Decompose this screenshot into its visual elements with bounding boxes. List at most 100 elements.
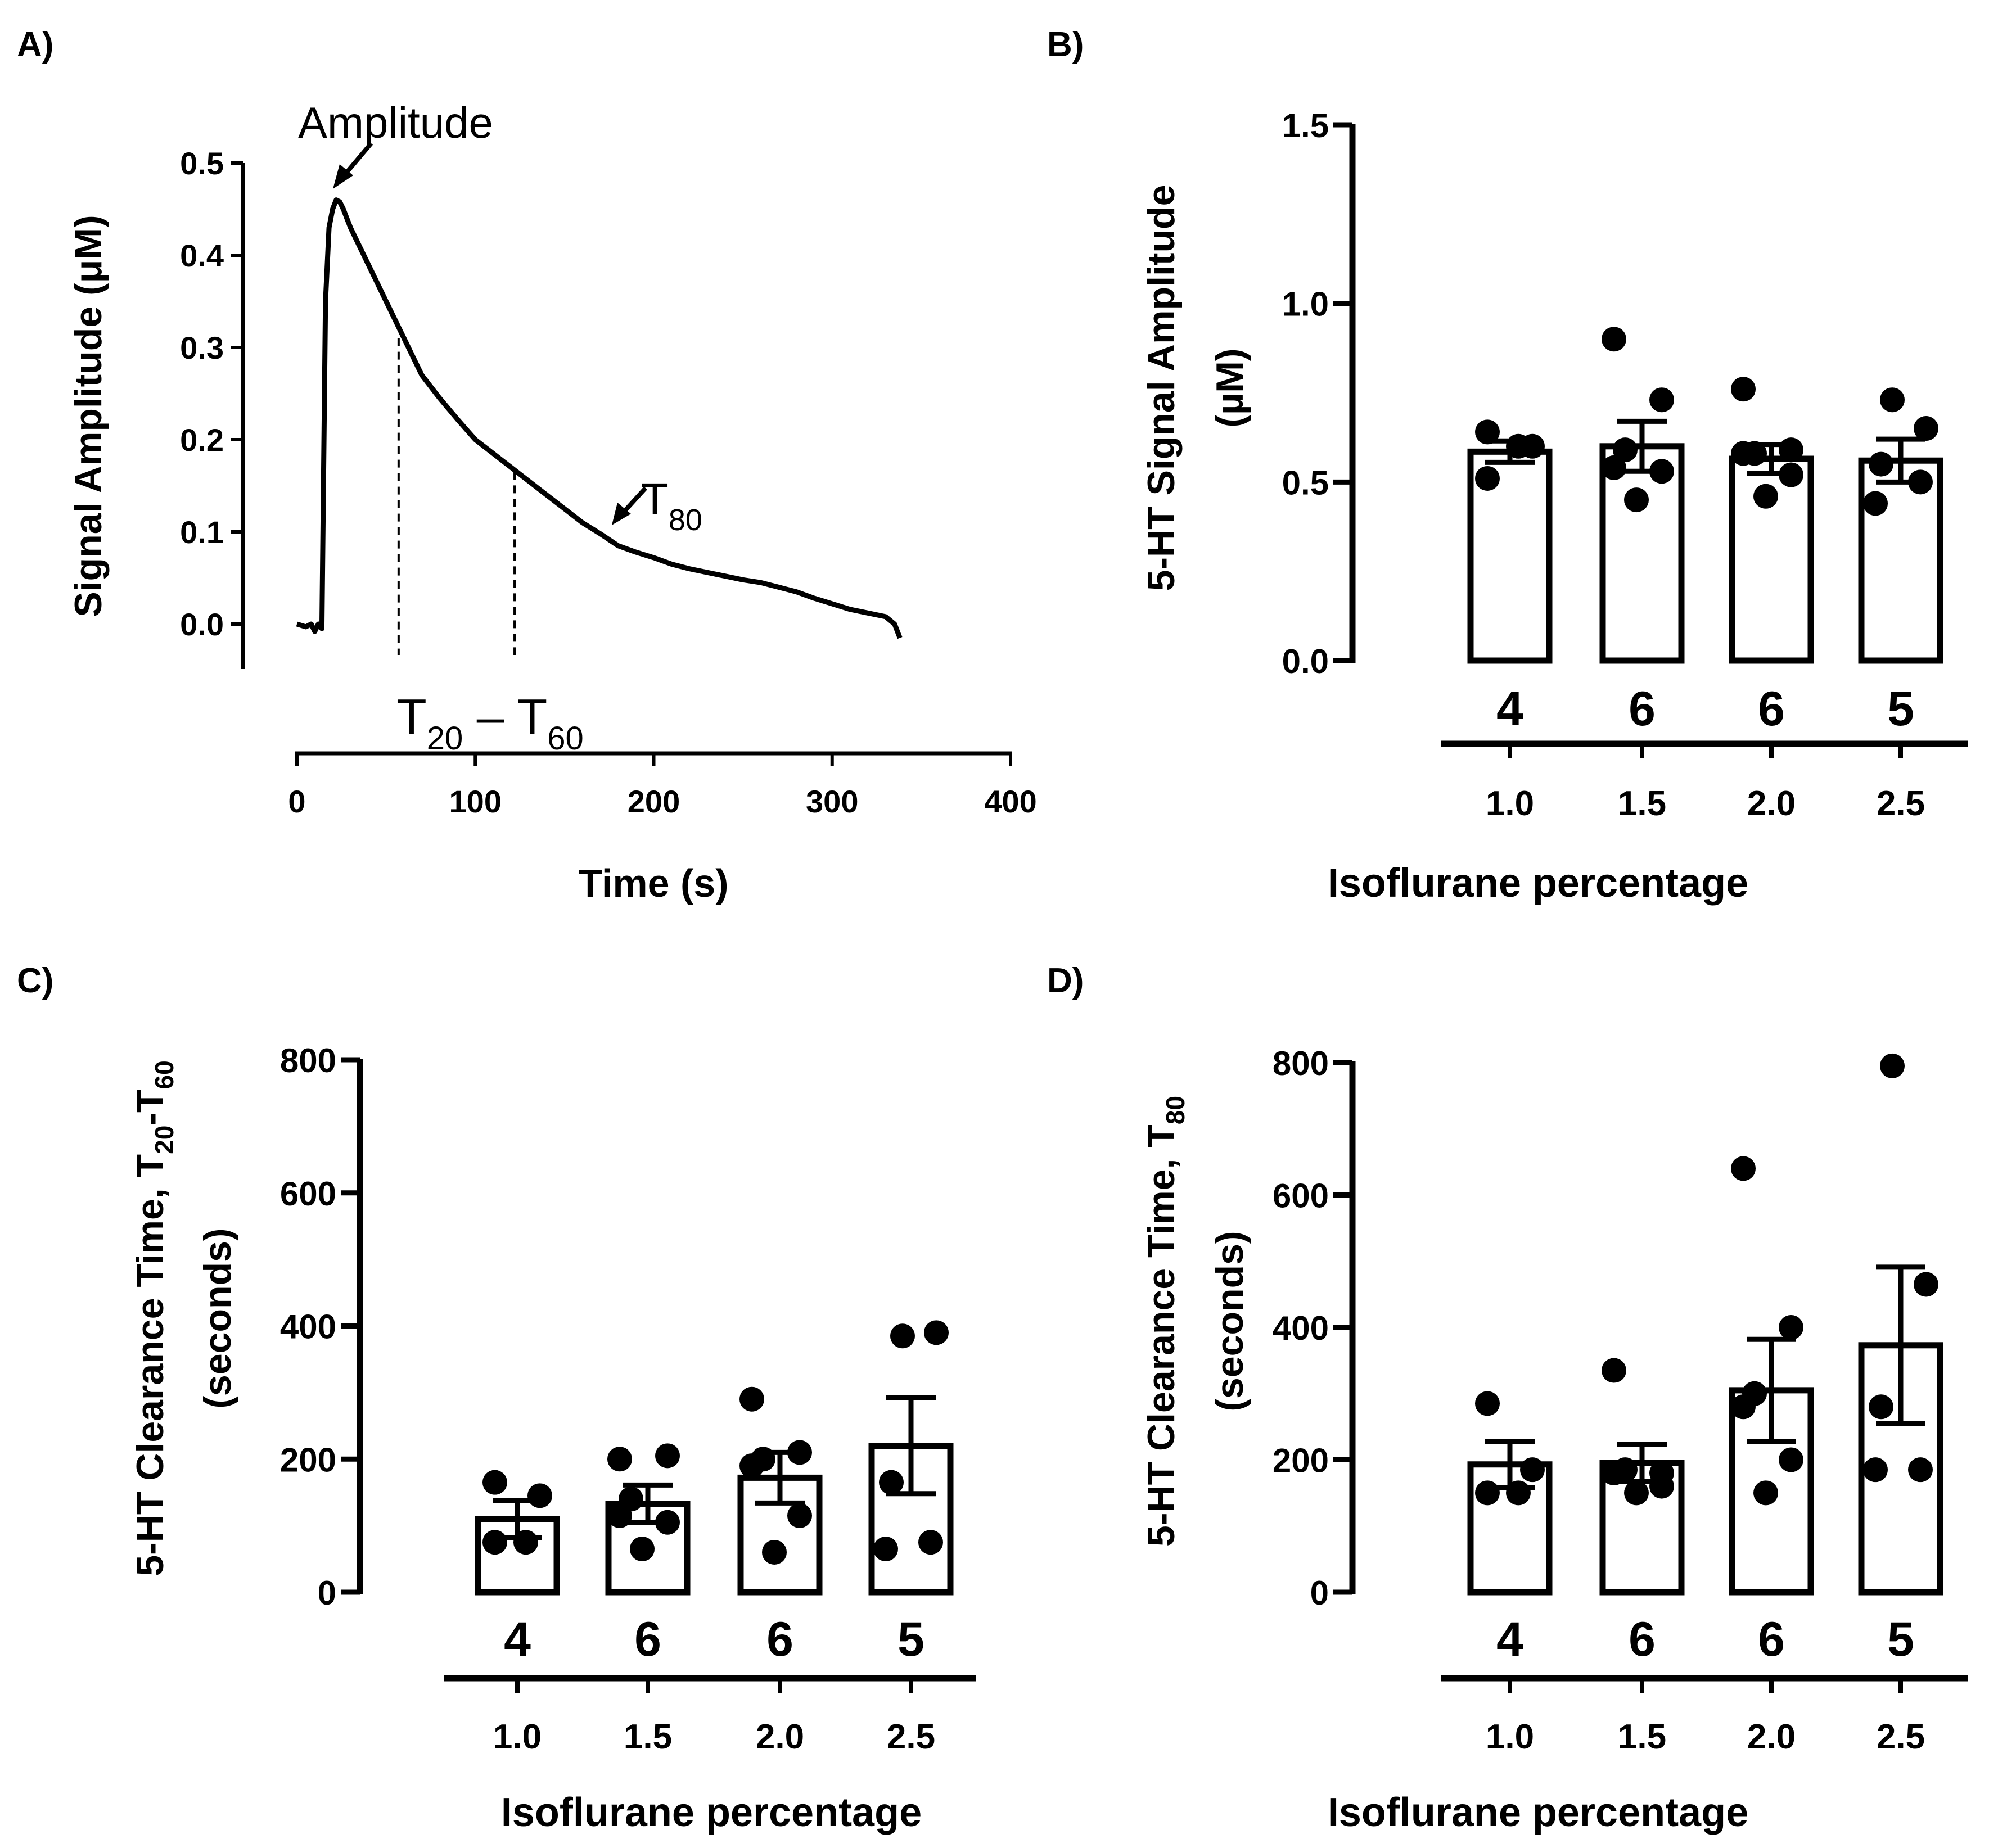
panel-d-category-label: 2.0 bbox=[1747, 1718, 1796, 1756]
panel-c-data-point bbox=[527, 1483, 552, 1508]
panel-b-data-point bbox=[1602, 327, 1626, 352]
panel-b-data-point bbox=[1914, 416, 1938, 441]
panel-c-data-point bbox=[607, 1447, 632, 1472]
panel-b-data-point bbox=[1649, 459, 1674, 484]
panel-d-data-point bbox=[1520, 1457, 1545, 1483]
panel-c-category-label: 2.5 bbox=[887, 1718, 935, 1756]
panel-b-n-label: 6 bbox=[1629, 682, 1656, 736]
panel-a-x-tick-label: 100 bbox=[449, 784, 502, 819]
panel-b-data-point bbox=[1779, 437, 1803, 463]
panel-b-data-point bbox=[1624, 487, 1649, 513]
panel-c-data-point bbox=[890, 1323, 915, 1349]
panel-b-data-point bbox=[1649, 387, 1674, 413]
panel-d-data-point bbox=[1908, 1457, 1933, 1483]
panel-b-category-label: 2.5 bbox=[1877, 784, 1925, 823]
panel-a-x-tick-label: 200 bbox=[628, 784, 680, 819]
panel-c-n-label: 5 bbox=[897, 1612, 924, 1666]
panel-d-data-point bbox=[1649, 1474, 1674, 1499]
panel-d-category-label: 1.0 bbox=[1486, 1718, 1534, 1756]
panel-b-y-tick-label: 1.5 bbox=[1282, 107, 1329, 144]
panel-c-data-point bbox=[607, 1503, 632, 1528]
panel-d-data-point bbox=[1506, 1480, 1531, 1506]
panel-a-label: A) bbox=[17, 25, 53, 64]
panel-b-label: B) bbox=[1047, 25, 1084, 64]
panel-c-data-point bbox=[762, 1539, 787, 1565]
panel-d-category-label: 1.5 bbox=[1618, 1718, 1666, 1756]
panel-b-data-point bbox=[1475, 419, 1500, 445]
panel-c-data-point bbox=[787, 1440, 812, 1465]
t80-arrow-head bbox=[612, 503, 631, 525]
panel-c-data-point bbox=[787, 1503, 812, 1528]
panel-d-data-point bbox=[1753, 1480, 1778, 1506]
panel-b-n-label: 5 bbox=[1887, 682, 1914, 736]
panel-c-data-point bbox=[873, 1537, 898, 1562]
panel-b-data-point bbox=[1753, 484, 1778, 509]
panel-d-bar-chart: D) 5-HT Clearance Time, T80 (seconds) Is… bbox=[1047, 961, 1968, 1835]
panel-a-x-tick-label: 300 bbox=[806, 784, 858, 819]
panel-b-data-point bbox=[1475, 466, 1500, 491]
panel-d-y-tick-label: 600 bbox=[1273, 1177, 1329, 1215]
panel-d-data-point bbox=[1914, 1272, 1938, 1297]
panel-d-y-tick-label: 400 bbox=[1273, 1309, 1329, 1347]
panel-c-y-tick-label: 400 bbox=[280, 1308, 336, 1346]
panel-d-data-point bbox=[1869, 1394, 1893, 1420]
panel-c-data-point bbox=[924, 1320, 949, 1345]
panel-c-data-point bbox=[739, 1453, 764, 1479]
panel-d-data-point bbox=[1475, 1480, 1500, 1506]
t80-annotation: T80 bbox=[641, 474, 702, 537]
panel-d-n-label: 6 bbox=[1629, 1612, 1656, 1666]
panel-d-data-point bbox=[1863, 1457, 1888, 1483]
panel-c-y-tick-label: 200 bbox=[280, 1441, 336, 1479]
panel-d-data-point bbox=[1602, 1461, 1626, 1486]
panel-a-line-chart: A) 0.0 0.1 0.2 0.3 0.4 0.5 0 100 200 300 400 Sign… bbox=[17, 25, 1037, 905]
panel-a-y-axis-title: Signal Amplitude (μM) bbox=[67, 215, 110, 617]
panel-a-y-tick-label: 0.4 bbox=[180, 238, 224, 273]
amplitude-arrow-head bbox=[333, 164, 353, 189]
panel-c-y-axis-unit: (seconds) bbox=[196, 1228, 239, 1408]
panel-d-n-label: 4 bbox=[1496, 1612, 1523, 1666]
panel-d-label: D) bbox=[1047, 961, 1084, 1000]
panel-d-y-axis-title: 5-HT Clearance Time, T80 bbox=[1140, 1096, 1190, 1547]
panel-d-data-point bbox=[1624, 1480, 1649, 1506]
panel-b-n-label: 6 bbox=[1758, 682, 1785, 736]
panel-c-data-point bbox=[482, 1470, 507, 1495]
panel-b-bar-chart: B) 5-HT Signal Amplitude (µM) Isoflurane… bbox=[1047, 25, 1968, 906]
panel-b-data-point bbox=[1880, 387, 1905, 413]
panel-b-data-point bbox=[1602, 455, 1626, 480]
panel-a-y-tick-label: 0.1 bbox=[180, 514, 224, 550]
panel-b-data-point bbox=[1731, 377, 1756, 402]
panel-a-y-tick-label: 0.0 bbox=[180, 607, 224, 642]
amplitude-annotation: Amplitude bbox=[298, 98, 493, 147]
panel-d-n-label: 6 bbox=[1758, 1612, 1785, 1666]
panel-d-y-tick-label: 200 bbox=[1273, 1442, 1329, 1480]
panel-d-y-tick-label: 0 bbox=[1310, 1574, 1329, 1612]
panel-d-data-point bbox=[1880, 1053, 1905, 1078]
panel-d-data-point bbox=[1731, 1394, 1756, 1420]
panel-a-x-tick-label: 400 bbox=[984, 784, 1036, 819]
panel-d-data-point bbox=[1779, 1315, 1803, 1340]
panel-c-category-label: 1.0 bbox=[493, 1718, 542, 1756]
panel-c-bar-chart: C) 5-HT Clearance Time, T20-T60 (seconds… bbox=[17, 961, 976, 1835]
panel-c-x-axis-title: Isoflurane percentage bbox=[501, 1790, 922, 1835]
panel-b-y-tick-label: 1.0 bbox=[1282, 286, 1329, 323]
panel-d-x-axis-title: Isoflurane percentage bbox=[1328, 1790, 1748, 1835]
panel-b-category-label: 1.0 bbox=[1486, 784, 1534, 823]
panel-b-data-point bbox=[1908, 469, 1933, 495]
panel-a-y-tick-label: 0.2 bbox=[180, 422, 224, 458]
panel-c-y-tick-label: 600 bbox=[280, 1175, 336, 1213]
panel-b-n-label: 4 bbox=[1496, 682, 1523, 736]
panel-c-data-point bbox=[513, 1530, 538, 1555]
panel-c-y-tick-label: 800 bbox=[280, 1042, 336, 1079]
panel-d-data-point bbox=[1475, 1391, 1500, 1416]
panel-a-y-tick-label: 0.5 bbox=[180, 146, 224, 181]
panel-c-data-point bbox=[655, 1443, 680, 1469]
panel-c-category-label: 2.0 bbox=[756, 1718, 804, 1756]
panel-d-category-label: 2.5 bbox=[1877, 1718, 1925, 1756]
panel-b-data-point bbox=[1506, 433, 1531, 459]
panel-b-bar bbox=[1599, 443, 1685, 664]
panel-b-y-axis-title: 5-HT Signal Amplitude bbox=[1140, 185, 1183, 591]
amplitude-arrow-shaft bbox=[342, 142, 373, 177]
panel-c-n-label: 6 bbox=[634, 1612, 661, 1666]
panel-c-n-label: 4 bbox=[504, 1612, 531, 1666]
panel-a-x-tick-label: 0 bbox=[288, 784, 305, 819]
